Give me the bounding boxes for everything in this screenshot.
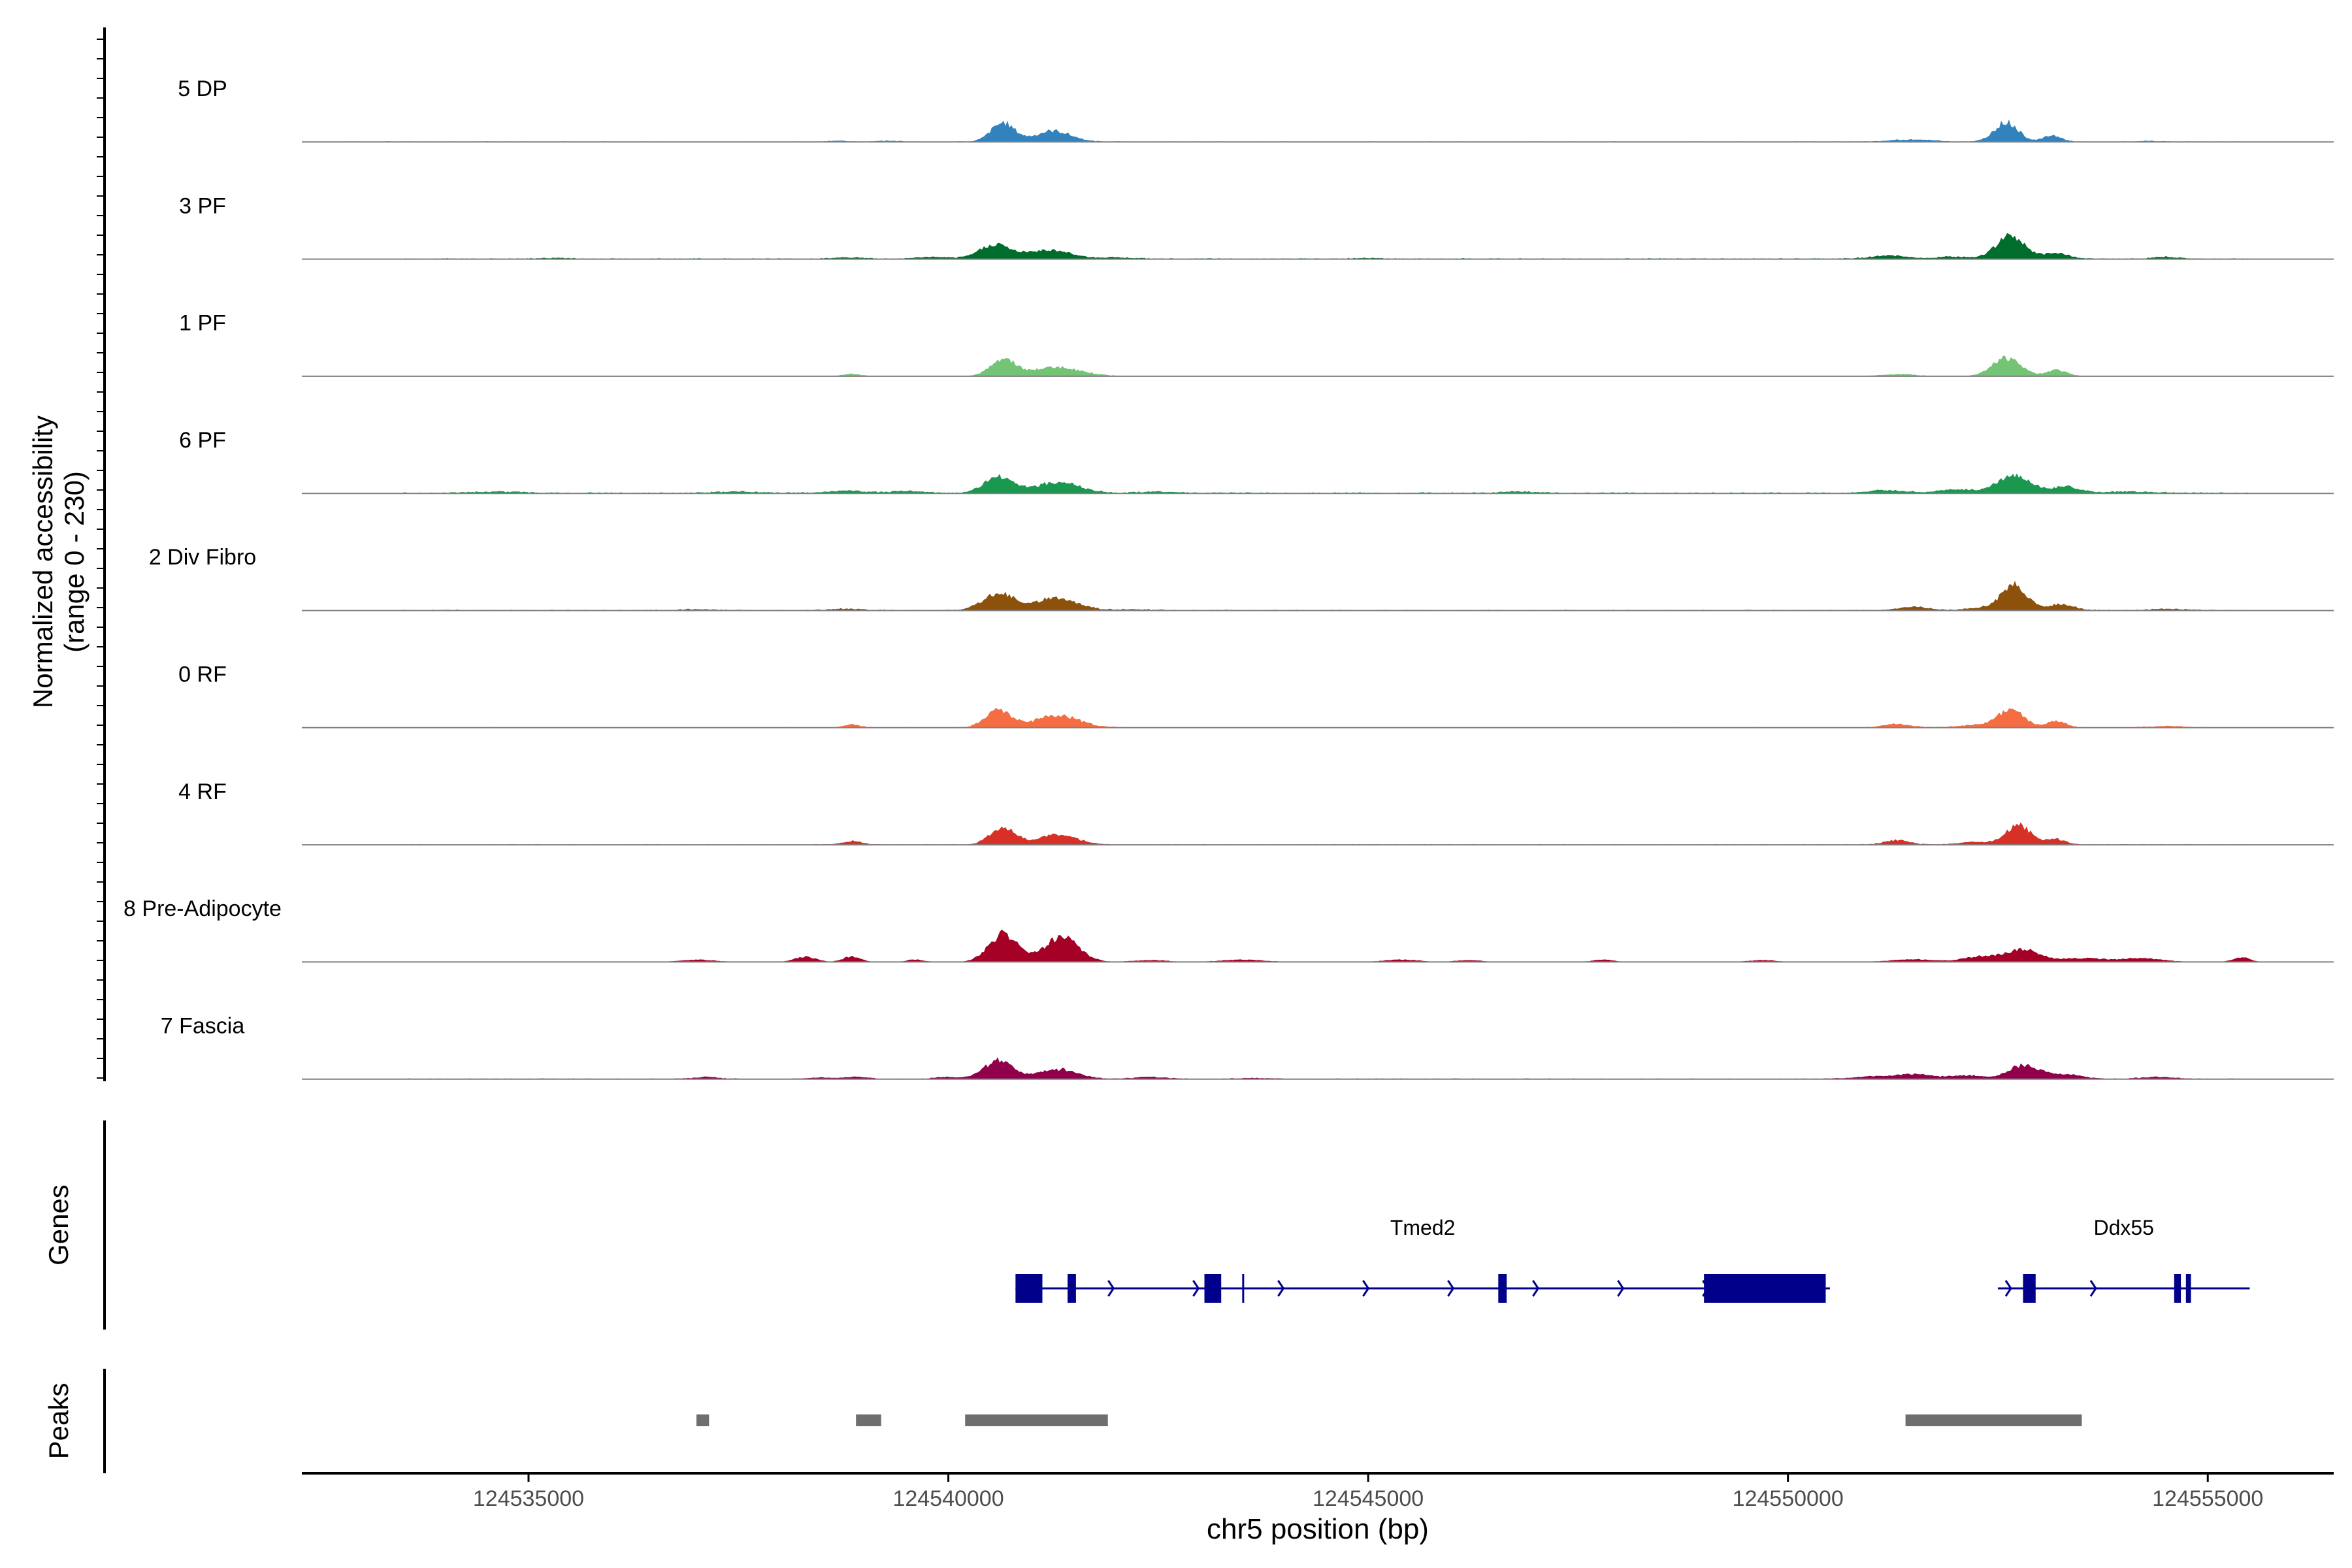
coverage-area <box>302 929 2334 962</box>
track-2-div-fibro: 2 Div Fibro <box>149 545 2334 612</box>
genes-panel-title: Genes <box>43 1184 74 1266</box>
coverage-tracks: 5 DP 3 PF 1 PF 6 PF 2 Div Fibro 0 RF 4 RF 8 Pre… <box>123 76 2334 1080</box>
y-axis-title: Normalized accessibility (range 0 - 230) <box>27 416 90 708</box>
y-axis-title-line2: (range 0 - 230) <box>59 471 90 653</box>
coverage-area <box>302 1057 2334 1079</box>
gene-ddx55: Ddx55 <box>1997 1216 2250 1303</box>
peak-regions <box>696 1414 2082 1426</box>
genes-panel: Genes Tmed2 Ddx55 <box>43 1120 2250 1330</box>
strand-arrow-icon <box>1447 1280 1455 1297</box>
track-label: 8 Pre-Adipocyte <box>123 896 282 921</box>
x-tick-label: 124545000 <box>1313 1486 1424 1511</box>
gene-exon <box>1242 1274 1245 1303</box>
gene-exon <box>1015 1274 1043 1303</box>
strand-arrow-icon <box>1532 1280 1540 1297</box>
strand-arrow-icon <box>2004 1280 2012 1297</box>
coverage-area <box>302 233 2334 259</box>
strand-arrow-icon <box>1362 1280 1370 1297</box>
gene-exon <box>2185 1274 2191 1303</box>
track-3-pf: 3 PF <box>179 193 2334 260</box>
peak-region <box>856 1414 881 1426</box>
gene-exon <box>1704 1274 1826 1303</box>
peak-region <box>1905 1414 2082 1426</box>
strand-arrow-icon <box>1617 1280 1625 1297</box>
peak-region <box>696 1414 710 1426</box>
track-label: 4 RF <box>178 779 227 804</box>
x-axis-ticks: 124535000 124540000 124545000 124550000 1245… <box>473 1473 2263 1511</box>
track-label: 6 PF <box>179 428 226 453</box>
track-label: 0 RF <box>178 662 227 687</box>
gene-exon <box>1204 1274 1222 1303</box>
x-tick-label: 124555000 <box>2152 1486 2263 1511</box>
y-axis-title-line1: Normalized accessibility <box>27 416 58 708</box>
peaks-panel-title: Peaks <box>43 1383 74 1460</box>
track-label: 5 DP <box>178 76 227 101</box>
gene-exon <box>1068 1274 1076 1303</box>
track-8-pre-adipocyte: 8 Pre-Adipocyte <box>123 896 2334 963</box>
coverage-y-axis <box>97 27 106 1081</box>
coverage-area <box>302 119 2334 142</box>
gene-label: Tmed2 <box>1390 1216 1456 1239</box>
x-tick-label: 124535000 <box>473 1486 584 1511</box>
gene-exon <box>2174 1274 2181 1303</box>
track-label: 2 Div Fibro <box>149 545 256 570</box>
strand-arrow-icon <box>2089 1280 2097 1297</box>
gene-exon <box>1498 1274 1507 1303</box>
strand-arrow-icon <box>1277 1280 1285 1297</box>
track-6-pf: 6 PF <box>179 428 2334 495</box>
track-label: 3 PF <box>179 193 226 218</box>
x-tick-label: 124550000 <box>1733 1486 1844 1511</box>
gene-label: Ddx55 <box>2093 1216 2154 1239</box>
x-axis-title: chr5 position (bp) <box>1207 1513 1429 1545</box>
x-tick-label: 124540000 <box>892 1486 1004 1511</box>
gene-tmed2: Tmed2 <box>1015 1216 1830 1303</box>
strand-arrow-icon <box>1192 1280 1200 1297</box>
strand-arrow-icon <box>1107 1280 1115 1297</box>
coverage-area <box>302 580 2334 611</box>
track-5-dp: 5 DP <box>178 76 2334 143</box>
gene-exon <box>2023 1274 2036 1303</box>
x-axis: 124535000 124540000 124545000 124550000 1245… <box>302 1472 2334 1545</box>
coverage-area <box>302 473 2334 494</box>
track-0-rf: 0 RF <box>178 662 2334 728</box>
track-label: 1 PF <box>179 311 226 336</box>
coverage-area <box>302 355 2334 376</box>
gene-models: Tmed2 Ddx55 <box>1015 1216 2250 1303</box>
coverage-area <box>302 822 2334 845</box>
track-7-fascia: 7 Fascia <box>161 1013 2334 1080</box>
peaks-panel: Peaks <box>43 1369 2082 1473</box>
track-1-pf: 1 PF <box>179 311 2334 377</box>
coverage-area <box>302 708 2334 728</box>
track-4-rf: 4 RF <box>178 779 2334 846</box>
track-label: 7 Fascia <box>161 1013 245 1038</box>
peak-region <box>965 1414 1108 1426</box>
